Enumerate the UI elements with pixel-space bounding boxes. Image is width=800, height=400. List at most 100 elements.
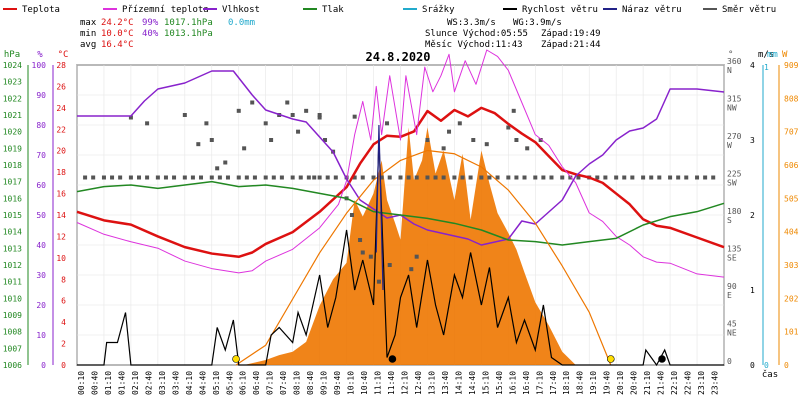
x-tick-label: 01:10 — [104, 371, 113, 395]
x-tick-label: 16:40 — [522, 371, 531, 395]
stat-max-press: 1017.1hPa — [164, 18, 213, 28]
wind-direction-point — [379, 175, 384, 180]
wind-direction-point — [603, 175, 608, 180]
axis-tick-hpa: 1020 — [3, 128, 22, 137]
axis-compass-dir: E — [727, 291, 732, 300]
x-tick-label: 22:10 — [670, 371, 679, 395]
axis-tick-dir: 135 — [727, 245, 742, 254]
wind-direction-point — [236, 175, 241, 180]
x-tick-label: 06:10 — [239, 371, 248, 395]
axis-compass-dir: N — [727, 66, 732, 75]
info-wind-gust: WG:3.9m/s — [513, 18, 562, 28]
series-wind-gust — [375, 124, 384, 291]
legend-label: Tlak — [322, 5, 344, 15]
legend: Teplota Přízemní teplota Vlhkost Tlak Srážky… — [3, 5, 776, 15]
legend-label: Srážky — [422, 5, 455, 15]
axis-tick-wm2: 0 — [784, 361, 789, 370]
series-ground — [76, 49, 725, 278]
axis-tick-hpa: 1021 — [3, 111, 22, 120]
x-tick-label: 02:40 — [144, 371, 153, 395]
wind-direction-point — [190, 175, 195, 180]
wind-direction-point — [296, 129, 301, 134]
x-tick-label: 02:10 — [131, 371, 140, 395]
wind-direction-point — [285, 100, 290, 105]
wind-direction-point — [137, 175, 142, 180]
x-tick-label: 01:40 — [117, 371, 126, 395]
wind-direction-point — [414, 254, 419, 259]
axis-label-wm2: W — [782, 50, 788, 60]
wind-direction-point — [317, 115, 322, 120]
wind-direction-point — [317, 113, 322, 117]
axis-tick-wm2: 505 — [784, 194, 799, 203]
axis-tick-hpa: 1007 — [3, 344, 22, 353]
series-press — [76, 180, 725, 246]
axis-tick-hpa: 1019 — [3, 144, 22, 153]
axis-compass-dir: SW — [727, 179, 737, 188]
axis-tick-temp: 0 — [61, 361, 66, 370]
legend-label: Teplota — [22, 5, 60, 15]
wind-direction-point — [525, 146, 530, 151]
legend-label: Vlhkost — [222, 5, 260, 15]
x-tick-label: 22:40 — [684, 371, 693, 395]
stat-max-hum: 99% — [142, 18, 159, 28]
axis-tick-wm2: 202 — [784, 294, 799, 303]
x-tick-label: 07:10 — [266, 371, 275, 395]
wind-direction-point — [441, 146, 446, 151]
x-tick-label: 20:10 — [616, 371, 625, 395]
wind-direction-point — [433, 175, 438, 180]
wind-direction-point — [128, 175, 133, 180]
wind-direction-point — [514, 175, 519, 180]
wind-direction-point — [484, 142, 489, 147]
axis-tick-pct: 80 — [36, 121, 46, 130]
x-tick-label: 12:10 — [400, 371, 409, 395]
axis-tick-wm2: 808 — [784, 94, 799, 103]
stat-avg-label: avg — [80, 40, 96, 50]
wind-direction-point — [236, 108, 241, 113]
stat-min-press: 1013.1hPa — [164, 29, 213, 39]
axis-tick-ms: 1 — [750, 286, 755, 295]
wind-direction-point — [460, 175, 465, 180]
wind-direction-point — [101, 175, 106, 180]
marker-moonset — [658, 355, 666, 363]
wind-direction-point — [290, 175, 295, 180]
wind-direction-point — [110, 175, 115, 180]
axis-compass-dir: SE — [727, 254, 737, 263]
axis-tick-pct: 90 — [36, 91, 46, 100]
wind-direction-point — [695, 175, 700, 180]
x-tick-label: 05:40 — [225, 371, 234, 395]
axis-tick-mm: 1 — [764, 63, 769, 72]
wind-direction-point — [263, 121, 268, 126]
axis-tick-ms: 4 — [750, 61, 755, 70]
axis-compass-dir: NW — [727, 104, 737, 113]
wind-direction-point — [145, 175, 150, 180]
wind-direction-point — [358, 238, 363, 242]
wind-direction-point — [506, 175, 511, 180]
axis-tick-hpa: 1008 — [3, 328, 22, 337]
axis-tick-pct: 10 — [36, 331, 46, 340]
x-tick-label: 09:40 — [333, 371, 342, 395]
axis-tick-dir: 225 — [727, 170, 742, 179]
stat-max-label: max — [80, 18, 97, 28]
wind-direction-point — [312, 175, 317, 180]
marker-moonrise — [388, 355, 397, 363]
legend-label: Rychlost větru — [522, 5, 598, 15]
wind-direction-point — [290, 113, 295, 117]
wind-direction-point — [479, 175, 484, 180]
axis-tick-ms: 3 — [750, 136, 755, 145]
legend-label: Přízemní teplota — [122, 5, 209, 15]
wind-direction-point — [118, 175, 123, 180]
wind-direction-point — [549, 175, 554, 180]
axis-tick-hpa: 1018 — [3, 161, 22, 170]
wind-direction-point — [263, 175, 268, 180]
wind-direction-point — [684, 175, 689, 180]
axis-compass-dir: W — [727, 141, 732, 150]
wind-direction-point — [371, 175, 376, 180]
axis-tick-pct: 20 — [36, 301, 46, 310]
wind-direction-point — [352, 114, 357, 119]
wind-direction-point — [271, 175, 276, 180]
wind-direction-point — [425, 138, 430, 142]
x-tick-label: 09:10 — [320, 371, 329, 395]
axis-label-temp: °C — [58, 50, 69, 60]
marker-sunset — [606, 355, 615, 363]
